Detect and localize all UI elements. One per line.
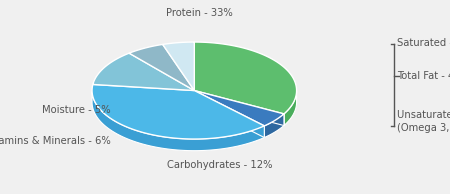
Polygon shape: [92, 92, 264, 151]
Polygon shape: [194, 91, 284, 126]
Polygon shape: [163, 42, 194, 91]
Polygon shape: [194, 42, 297, 114]
Polygon shape: [92, 84, 264, 139]
Text: Vitamins & Minerals - 6%: Vitamins & Minerals - 6%: [0, 136, 110, 146]
Text: Moisture - 5%: Moisture - 5%: [42, 105, 110, 115]
Polygon shape: [129, 44, 194, 91]
Polygon shape: [194, 91, 264, 138]
Text: Protein - 33%: Protein - 33%: [166, 8, 233, 18]
Polygon shape: [93, 53, 194, 91]
Polygon shape: [194, 91, 264, 138]
Text: Saturated - 5%: Saturated - 5%: [397, 38, 450, 48]
Polygon shape: [194, 91, 284, 126]
Polygon shape: [194, 91, 284, 126]
Text: Carbohydrates - 12%: Carbohydrates - 12%: [167, 160, 273, 170]
Text: Total Fat - 44%: Total Fat - 44%: [397, 71, 450, 81]
Polygon shape: [284, 91, 297, 126]
Polygon shape: [264, 114, 284, 138]
Text: Unsaturated - 39%
(Omega 3, 6, 9, GLA): Unsaturated - 39% (Omega 3, 6, 9, GLA): [397, 110, 450, 133]
